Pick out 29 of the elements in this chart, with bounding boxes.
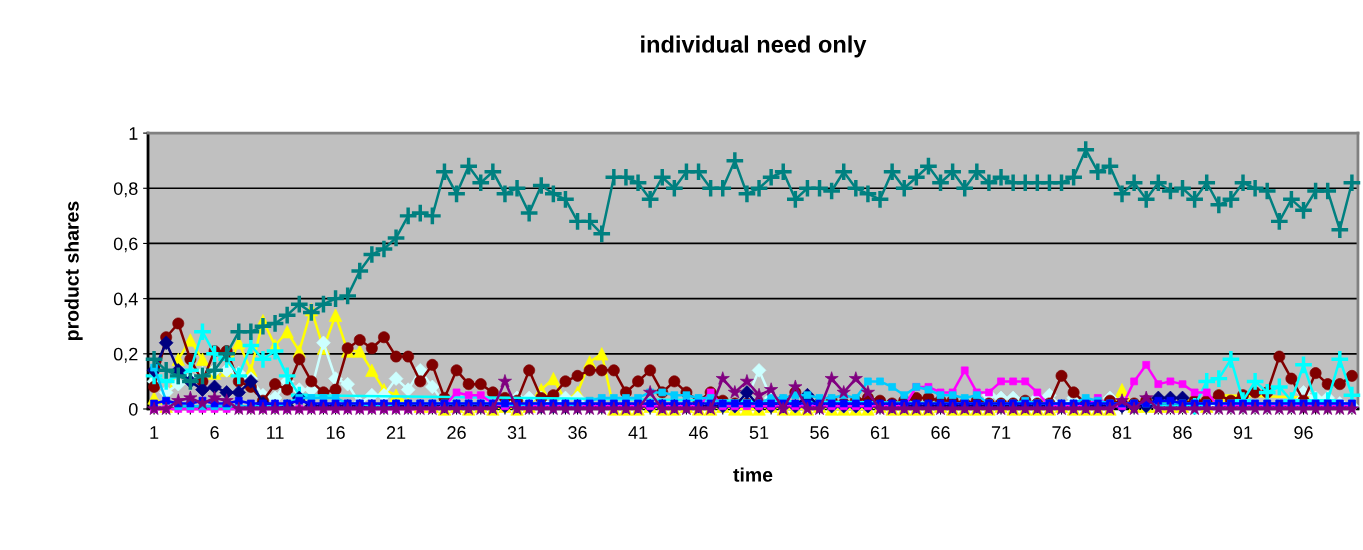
x-tick-label: 86 [1173,426,1192,439]
y-tick-label: 0,6 [113,237,138,253]
x-tick-label: 91 [1233,426,1253,439]
x-tick-label: 21 [386,426,406,439]
x-tick-label: 11 [267,426,284,439]
chart-title: individual need only [641,35,867,58]
x-tick-label: 26 [447,426,466,439]
x-tick-label: 66 [931,426,950,439]
y-tick-label: 1 [129,127,138,140]
x-tick-label: 16 [326,426,345,439]
x-tick-label: 1 [150,426,159,439]
x-tick-label: 31 [507,426,527,439]
x-tick-label: 61 [870,426,890,439]
y-tick-label: 0,8 [113,182,138,198]
x-tick-label: 46 [688,426,708,439]
x-tick-label: 36 [568,426,587,439]
x-tick-label: 41 [628,426,648,439]
x-tick-label: 81 [1112,426,1132,439]
x-tick-label: 56 [810,426,829,439]
y-axis-title: product shares [64,201,83,340]
y-tick-label: 0,2 [113,347,138,363]
x-tick-label: 76 [1052,426,1071,439]
x-tick-label: 71 [991,426,1011,439]
y-tick-label: 0,4 [113,292,138,308]
x-tick-label: 96 [1294,426,1313,439]
x-tick-label: 51 [749,426,769,439]
x-tick-label: 6 [210,426,219,439]
y-tick-label: 0 [128,402,138,416]
x-axis-title: time [733,467,773,482]
